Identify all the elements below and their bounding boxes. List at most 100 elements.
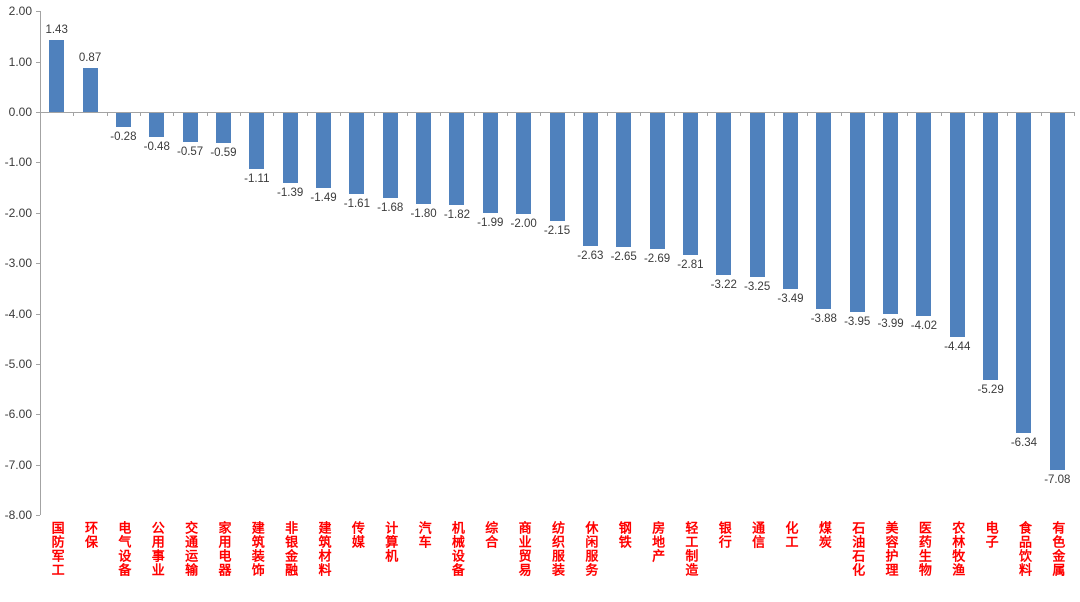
- bar: [782, 113, 798, 289]
- bar: [949, 113, 965, 337]
- bar-value-label: -2.81: [677, 258, 704, 271]
- y-axis-tick: [36, 464, 40, 466]
- category-label: 化工: [783, 521, 799, 549]
- category-label: 石油石化: [850, 521, 866, 577]
- bar: [582, 113, 598, 246]
- x-axis-tick: [1074, 112, 1075, 116]
- bar-value-label: -1.68: [377, 201, 404, 214]
- category-label: 医药生物: [916, 521, 932, 577]
- x-axis-tick: [273, 112, 275, 116]
- x-axis-tick: [206, 112, 208, 116]
- x-axis-tick: [406, 112, 408, 116]
- y-axis-line: [40, 11, 41, 516]
- y-axis-tick-label: -6.00: [4, 407, 32, 422]
- category-label: 钢铁: [616, 521, 632, 549]
- x-axis-tick: [140, 112, 142, 116]
- y-axis-tick: [36, 212, 40, 214]
- y-axis-tick: [36, 414, 40, 416]
- x-axis-tick: [340, 112, 342, 116]
- bar-value-label: -1.99: [477, 217, 504, 230]
- bar: [883, 113, 899, 315]
- bar: [1049, 113, 1065, 470]
- bar-value-label: -0.59: [210, 146, 237, 159]
- x-axis-tick: [440, 112, 442, 116]
- bar-value-label: -1.61: [343, 198, 370, 211]
- bar: [916, 113, 932, 316]
- category-label: 通信: [750, 521, 766, 549]
- x-axis-tick: [306, 112, 308, 116]
- y-axis-tick: [36, 112, 40, 113]
- x-axis-tick: [73, 112, 75, 116]
- bar-value-label: -3.88: [810, 312, 837, 325]
- bar-value-label: 1.43: [45, 23, 68, 36]
- y-axis-tick-label: -1.00: [4, 155, 32, 170]
- bar-value-label: -1.39: [277, 187, 304, 200]
- y-axis-tick-label: 2.00: [8, 4, 32, 19]
- category-label: 电子: [983, 521, 999, 549]
- x-axis-tick: [907, 112, 909, 116]
- bar-value-label: -4.02: [910, 319, 937, 332]
- bar: [282, 113, 298, 184]
- category-label: 家用电器: [216, 521, 232, 577]
- x-axis-tick: [673, 112, 675, 116]
- y-axis-tick-label: -3.00: [4, 256, 32, 271]
- bar: [149, 113, 165, 138]
- bar: [749, 113, 765, 277]
- y-axis-tick: [36, 313, 40, 315]
- y-axis-tick: [36, 364, 40, 365]
- bar-value-label: -2.15: [543, 225, 571, 238]
- category-label: 电气设备: [116, 521, 132, 577]
- category-label: 银行: [716, 521, 732, 549]
- y-axis-tick-label: 1.00: [8, 54, 32, 69]
- category-label: 有色金属: [1050, 521, 1066, 577]
- y-axis-tick-label: 0.00: [8, 105, 32, 119]
- category-label: 国防军工: [49, 521, 65, 577]
- bar-value-label: -1.80: [410, 207, 437, 220]
- bar-value-label: -0.57: [176, 145, 204, 158]
- x-axis-tick: [240, 112, 242, 116]
- bar-value-label: -2.00: [510, 217, 537, 230]
- category-label: 休闲服务: [583, 521, 599, 577]
- bar-value-label: -5.29: [977, 383, 1004, 396]
- bar: [416, 113, 432, 204]
- x-axis-tick: [506, 112, 508, 116]
- category-label: 食品饮料: [1016, 521, 1032, 577]
- bar: [616, 113, 632, 247]
- y-axis-tick-label: -5.00: [4, 357, 32, 371]
- category-label: 综合: [483, 521, 499, 549]
- category-label: 轻工制造: [683, 521, 699, 577]
- x-axis-tick: [1040, 112, 1042, 116]
- bar: [482, 113, 498, 214]
- x-axis-tick: [807, 112, 809, 116]
- category-label: 公用事业: [149, 521, 165, 577]
- category-label: 环保: [83, 521, 99, 549]
- bar-value-label: -7.08: [1044, 473, 1071, 486]
- bar-value-label: -3.95: [844, 316, 871, 329]
- x-axis-tick: [707, 112, 709, 116]
- bar: [49, 39, 65, 112]
- bar-value-label: -2.69: [643, 252, 671, 265]
- bar: [516, 113, 532, 214]
- x-axis-tick: [640, 112, 642, 116]
- category-label: 建筑装饰: [249, 521, 265, 577]
- y-axis-tick: [36, 162, 40, 164]
- bar-value-label: -2.63: [577, 249, 604, 262]
- x-axis-tick: [40, 112, 41, 116]
- x-axis-tick: [373, 112, 375, 116]
- bar-value-label: -2.65: [610, 250, 637, 263]
- bar: [115, 113, 131, 128]
- y-axis-tick-label: -7.00: [4, 457, 32, 472]
- bar-value-label: -3.99: [877, 318, 904, 331]
- x-axis-tick: [973, 112, 975, 116]
- category-label: 房地产: [650, 521, 666, 563]
- category-label: 煤炭: [816, 521, 832, 549]
- x-axis-tick: [173, 112, 175, 116]
- y-axis-tick: [36, 263, 40, 265]
- category-label: 机械设备: [449, 521, 465, 577]
- bar-value-label: -0.28: [110, 131, 137, 144]
- y-axis-tick-label: -2.00: [4, 205, 32, 220]
- bar: [215, 113, 231, 143]
- bar-value-label: -1.49: [310, 192, 337, 205]
- bar: [1016, 113, 1032, 433]
- y-axis-tick: [36, 515, 40, 517]
